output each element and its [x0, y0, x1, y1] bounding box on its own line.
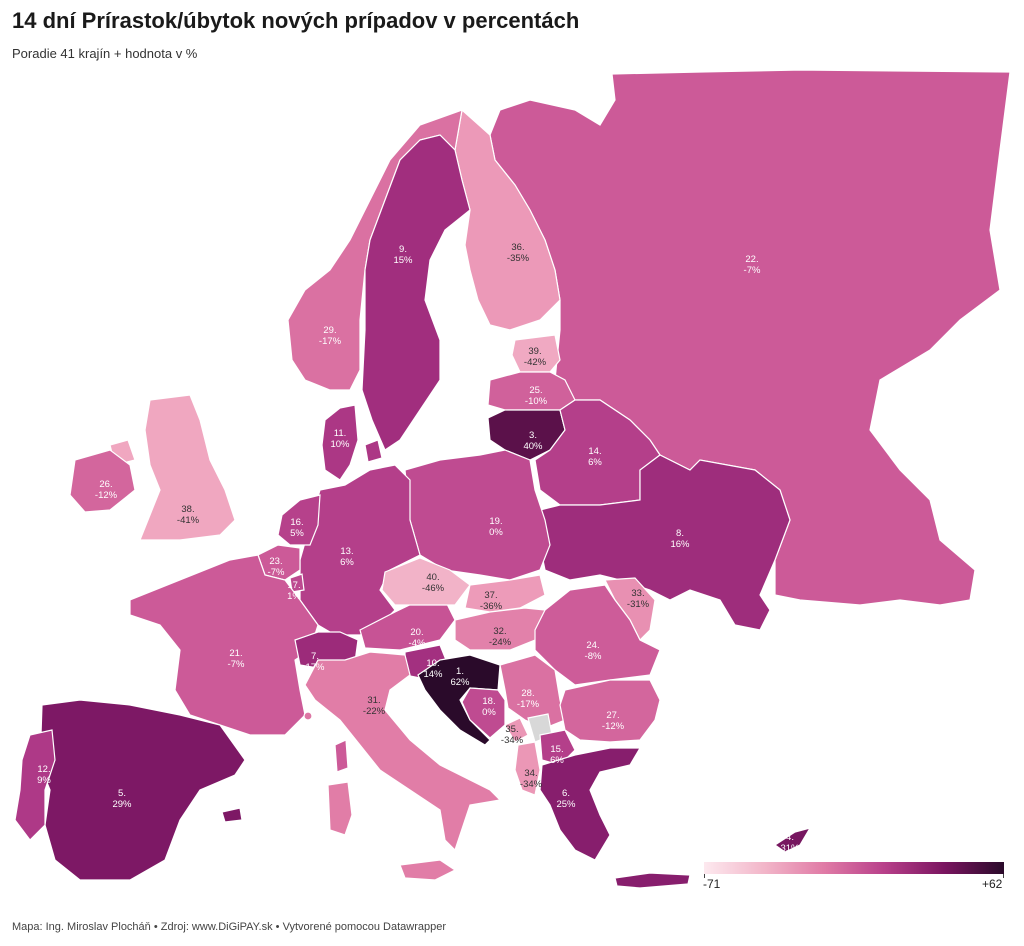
region-luxembourg[interactable] [289, 573, 305, 593]
region-label-switzerland: 7. 17% [305, 651, 325, 673]
region-greece-crete[interactable] [614, 872, 691, 889]
region-label-belgium: 23. -7% [268, 556, 285, 578]
region-label-denmark: 11. 10% [330, 428, 350, 450]
region-label-cyprus: 4. 31% [780, 832, 800, 854]
region-italy[interactable] [304, 651, 502, 852]
region-denmark-island[interactable] [364, 439, 383, 463]
region-label-slovenia: 10. 14% [423, 658, 443, 680]
region-germany[interactable] [299, 464, 421, 636]
region-cyprus[interactable] [773, 827, 812, 853]
region-label-estonia: 39. -42% [524, 346, 547, 368]
region-label-ukraine: 8. 16% [670, 528, 690, 550]
region-label-ireland: 26. -12% [95, 479, 118, 501]
map-footer-credits: Mapa: Ing. Miroslav Plocháň • Zdroj: www… [12, 921, 447, 933]
region-label-austria: 20. -4% [409, 627, 426, 649]
region-label-spain: 5. 29% [112, 788, 132, 810]
region-label-portugal: 12. 9% [37, 764, 51, 786]
region-label-bosnia-and-herzegovina: 18. 0% [482, 696, 496, 718]
region-denmark[interactable] [321, 404, 359, 481]
legend-max-label: +62 [982, 877, 1003, 891]
region-france[interactable] [129, 554, 319, 736]
region-label-czechia: 40. -46% [422, 572, 445, 594]
region-label-croatia: 1. 62% [450, 666, 470, 688]
region-label-latvia: 25. -10% [525, 385, 548, 407]
legend-color-scale [704, 862, 1004, 874]
region-label-poland: 19. 0% [489, 516, 503, 538]
region-ukraine[interactable] [539, 454, 791, 631]
region-label-bulgaria: 27. -12% [602, 710, 625, 732]
region-albania[interactable] [514, 741, 541, 796]
region-label-russia: 22. -7% [744, 254, 761, 276]
legend-tick-min [704, 874, 705, 878]
region-italy-sardinia[interactable] [327, 781, 353, 836]
region-label-united-kingdom: 38. -41% [177, 504, 200, 526]
region-label-greece: 6. 25% [556, 788, 576, 810]
region-ireland[interactable] [69, 449, 136, 513]
region-label-serbia: 28. -17% [517, 688, 540, 710]
region-label-slovakia: 37. -36% [480, 590, 503, 612]
region-label-finland: 36. -35% [507, 242, 530, 264]
region-label-albania: 34. -34% [520, 768, 543, 790]
region-label-north-macedonia: 15. 6% [550, 744, 564, 766]
region-netherlands[interactable] [277, 494, 321, 546]
region-croatia[interactable] [417, 654, 501, 746]
region-label-monaco: 30. -19% [303, 718, 326, 740]
region-label-sweden: 9. 15% [393, 244, 413, 266]
region-label-italy: 31. -22% [363, 695, 386, 717]
region-czechia[interactable] [381, 557, 471, 606]
region-france-corsica[interactable] [334, 739, 349, 773]
region-label-hungary: 32. -24% [489, 626, 512, 648]
region-montenegro[interactable] [504, 717, 529, 743]
map-subtitle: Poradie 41 krajín + hodnota v % [12, 46, 198, 61]
region-serbia[interactable] [499, 654, 566, 729]
region-label-luxembourg: 17. 1% [287, 580, 301, 602]
region-sweden[interactable] [361, 134, 471, 451]
region-poland[interactable] [404, 449, 551, 581]
legend-tick-max [1003, 874, 1004, 878]
region-label-germany: 13. 6% [340, 546, 354, 568]
region-bulgaria[interactable] [559, 679, 661, 743]
region-label-norway: 29. -17% [319, 325, 342, 347]
region-spain-balearic[interactable] [221, 807, 243, 823]
region-monaco[interactable] [303, 711, 313, 721]
region-label-belarus: 14. 6% [588, 446, 602, 468]
region-label-lithuania: 3. 40% [523, 430, 543, 452]
region-spain[interactable] [39, 699, 246, 881]
region-slovakia[interactable] [464, 574, 546, 613]
region-greece[interactable] [539, 747, 642, 861]
region-label-montenegro: 35. -34% [501, 724, 524, 746]
region-italy-sicily[interactable] [399, 859, 457, 881]
region-romania[interactable] [534, 584, 661, 686]
map-title: 14 dní Prírastok/úbytok nových prípadov … [12, 8, 580, 33]
legend-min-label: -71 [703, 877, 721, 891]
region-bosnia[interactable] [461, 687, 506, 739]
region-united-kingdom[interactable] [139, 394, 236, 541]
region-label-romania: 24. -8% [585, 640, 602, 662]
region-portugal[interactable] [14, 729, 56, 841]
region-label-netherlands: 16. 5% [290, 517, 304, 539]
region-label-moldova: 33. -31% [627, 588, 650, 610]
region-label-france: 21. -7% [228, 648, 245, 670]
